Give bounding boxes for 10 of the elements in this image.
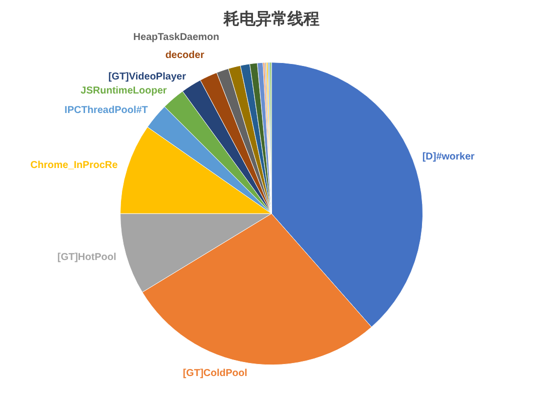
slice-label: decoder xyxy=(165,50,204,61)
slice-label: JSRuntimeLooper xyxy=(80,86,167,97)
slice-label: IPCThreadPool#T xyxy=(64,104,148,116)
slice-label: Chrome_InProcRe xyxy=(30,160,118,171)
slice-label: [GT]VideoPlayer xyxy=(108,72,186,83)
slice-label: [GT]HotPool xyxy=(57,252,116,263)
slice-label: [GT]ColdPool xyxy=(182,368,248,379)
chart-title: 耗电异常线程 xyxy=(222,10,320,28)
slice-label: [D]#worker xyxy=(422,151,475,162)
slice-label: HeapTaskDaemon xyxy=(133,32,220,43)
